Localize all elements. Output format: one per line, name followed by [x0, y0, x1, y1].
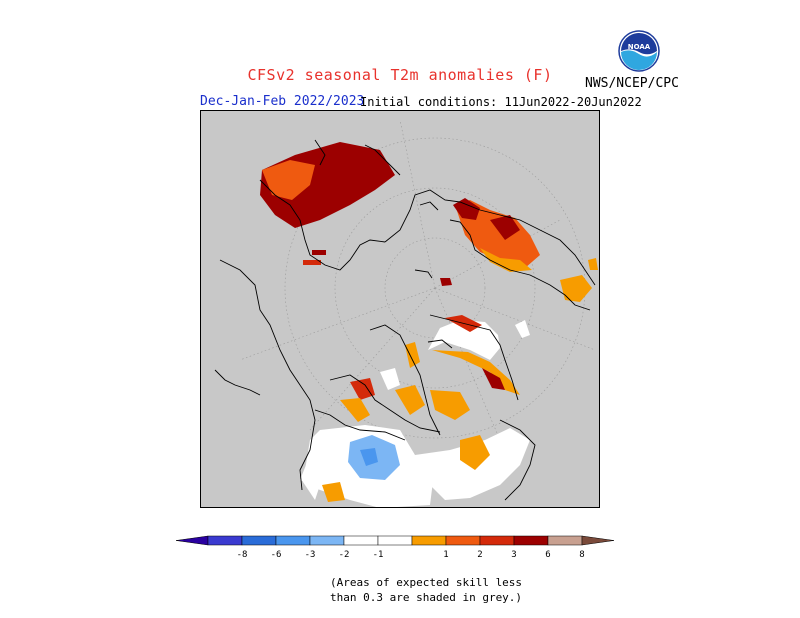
colorbar-bin — [547, 535, 583, 546]
map-title: CFSv2 seasonal T2m anomalies (F) — [247, 66, 553, 84]
noaa-logo-icon: NOAA — [618, 30, 660, 72]
colorbar-bin — [513, 535, 549, 546]
colorbar-bin — [309, 535, 345, 546]
europe-anomaly — [440, 198, 598, 302]
siberia-anomaly — [260, 142, 395, 265]
colorbar-tick-label: -1 — [373, 550, 384, 560]
colorbar-tick-label: 3 — [511, 550, 516, 560]
skill-note: (Areas of expected skill less than 0.3 a… — [330, 575, 550, 605]
colorbar-tick-label: 2 — [477, 550, 482, 560]
colorbar-bin — [445, 535, 481, 546]
agency-label: NWS/NCEP/CPC — [585, 76, 679, 91]
colorbar-tick-label: -6 — [271, 550, 282, 560]
colorbar-bin — [275, 535, 311, 546]
coastlines — [214, 139, 596, 501]
colorbar-tick-label: -3 — [305, 550, 316, 560]
canada-anomaly — [340, 315, 530, 422]
initial-conditions: Initial conditions: 11Jun2022-20Jun2022 — [360, 95, 642, 109]
colorbar-arrow-high — [581, 535, 615, 546]
colorbar-bin — [207, 535, 243, 546]
colorbar-tick-label: -2 — [339, 550, 350, 560]
colorbar-bin — [241, 535, 277, 546]
colorbar-tick-label: -8 — [237, 550, 248, 560]
colorbar-bin — [479, 535, 515, 546]
north-america-anomaly — [300, 425, 530, 508]
colorbar-tick-label: 8 — [579, 550, 584, 560]
colorbar-bin — [343, 535, 379, 546]
polar-map — [200, 110, 600, 508]
colorbar-bin — [377, 535, 413, 546]
svg-text:NOAA: NOAA — [628, 43, 651, 51]
colorbar-tick-label: 1 — [443, 550, 448, 560]
colorbar-legend: -8 -6 -3 -2 -1 1 2 3 6 8 — [175, 535, 615, 560]
colorbar-bin — [411, 535, 447, 546]
colorbar-arrow-low — [175, 535, 209, 546]
skill-note-line-1: (Areas of expected skill less — [330, 576, 523, 589]
forecast-period: Dec-Jan-Feb 2022/2023 — [200, 94, 365, 109]
colorbar-tick-label: 6 — [545, 550, 550, 560]
skill-note-line-2: than 0.3 are shaded in grey.) — [330, 591, 523, 604]
